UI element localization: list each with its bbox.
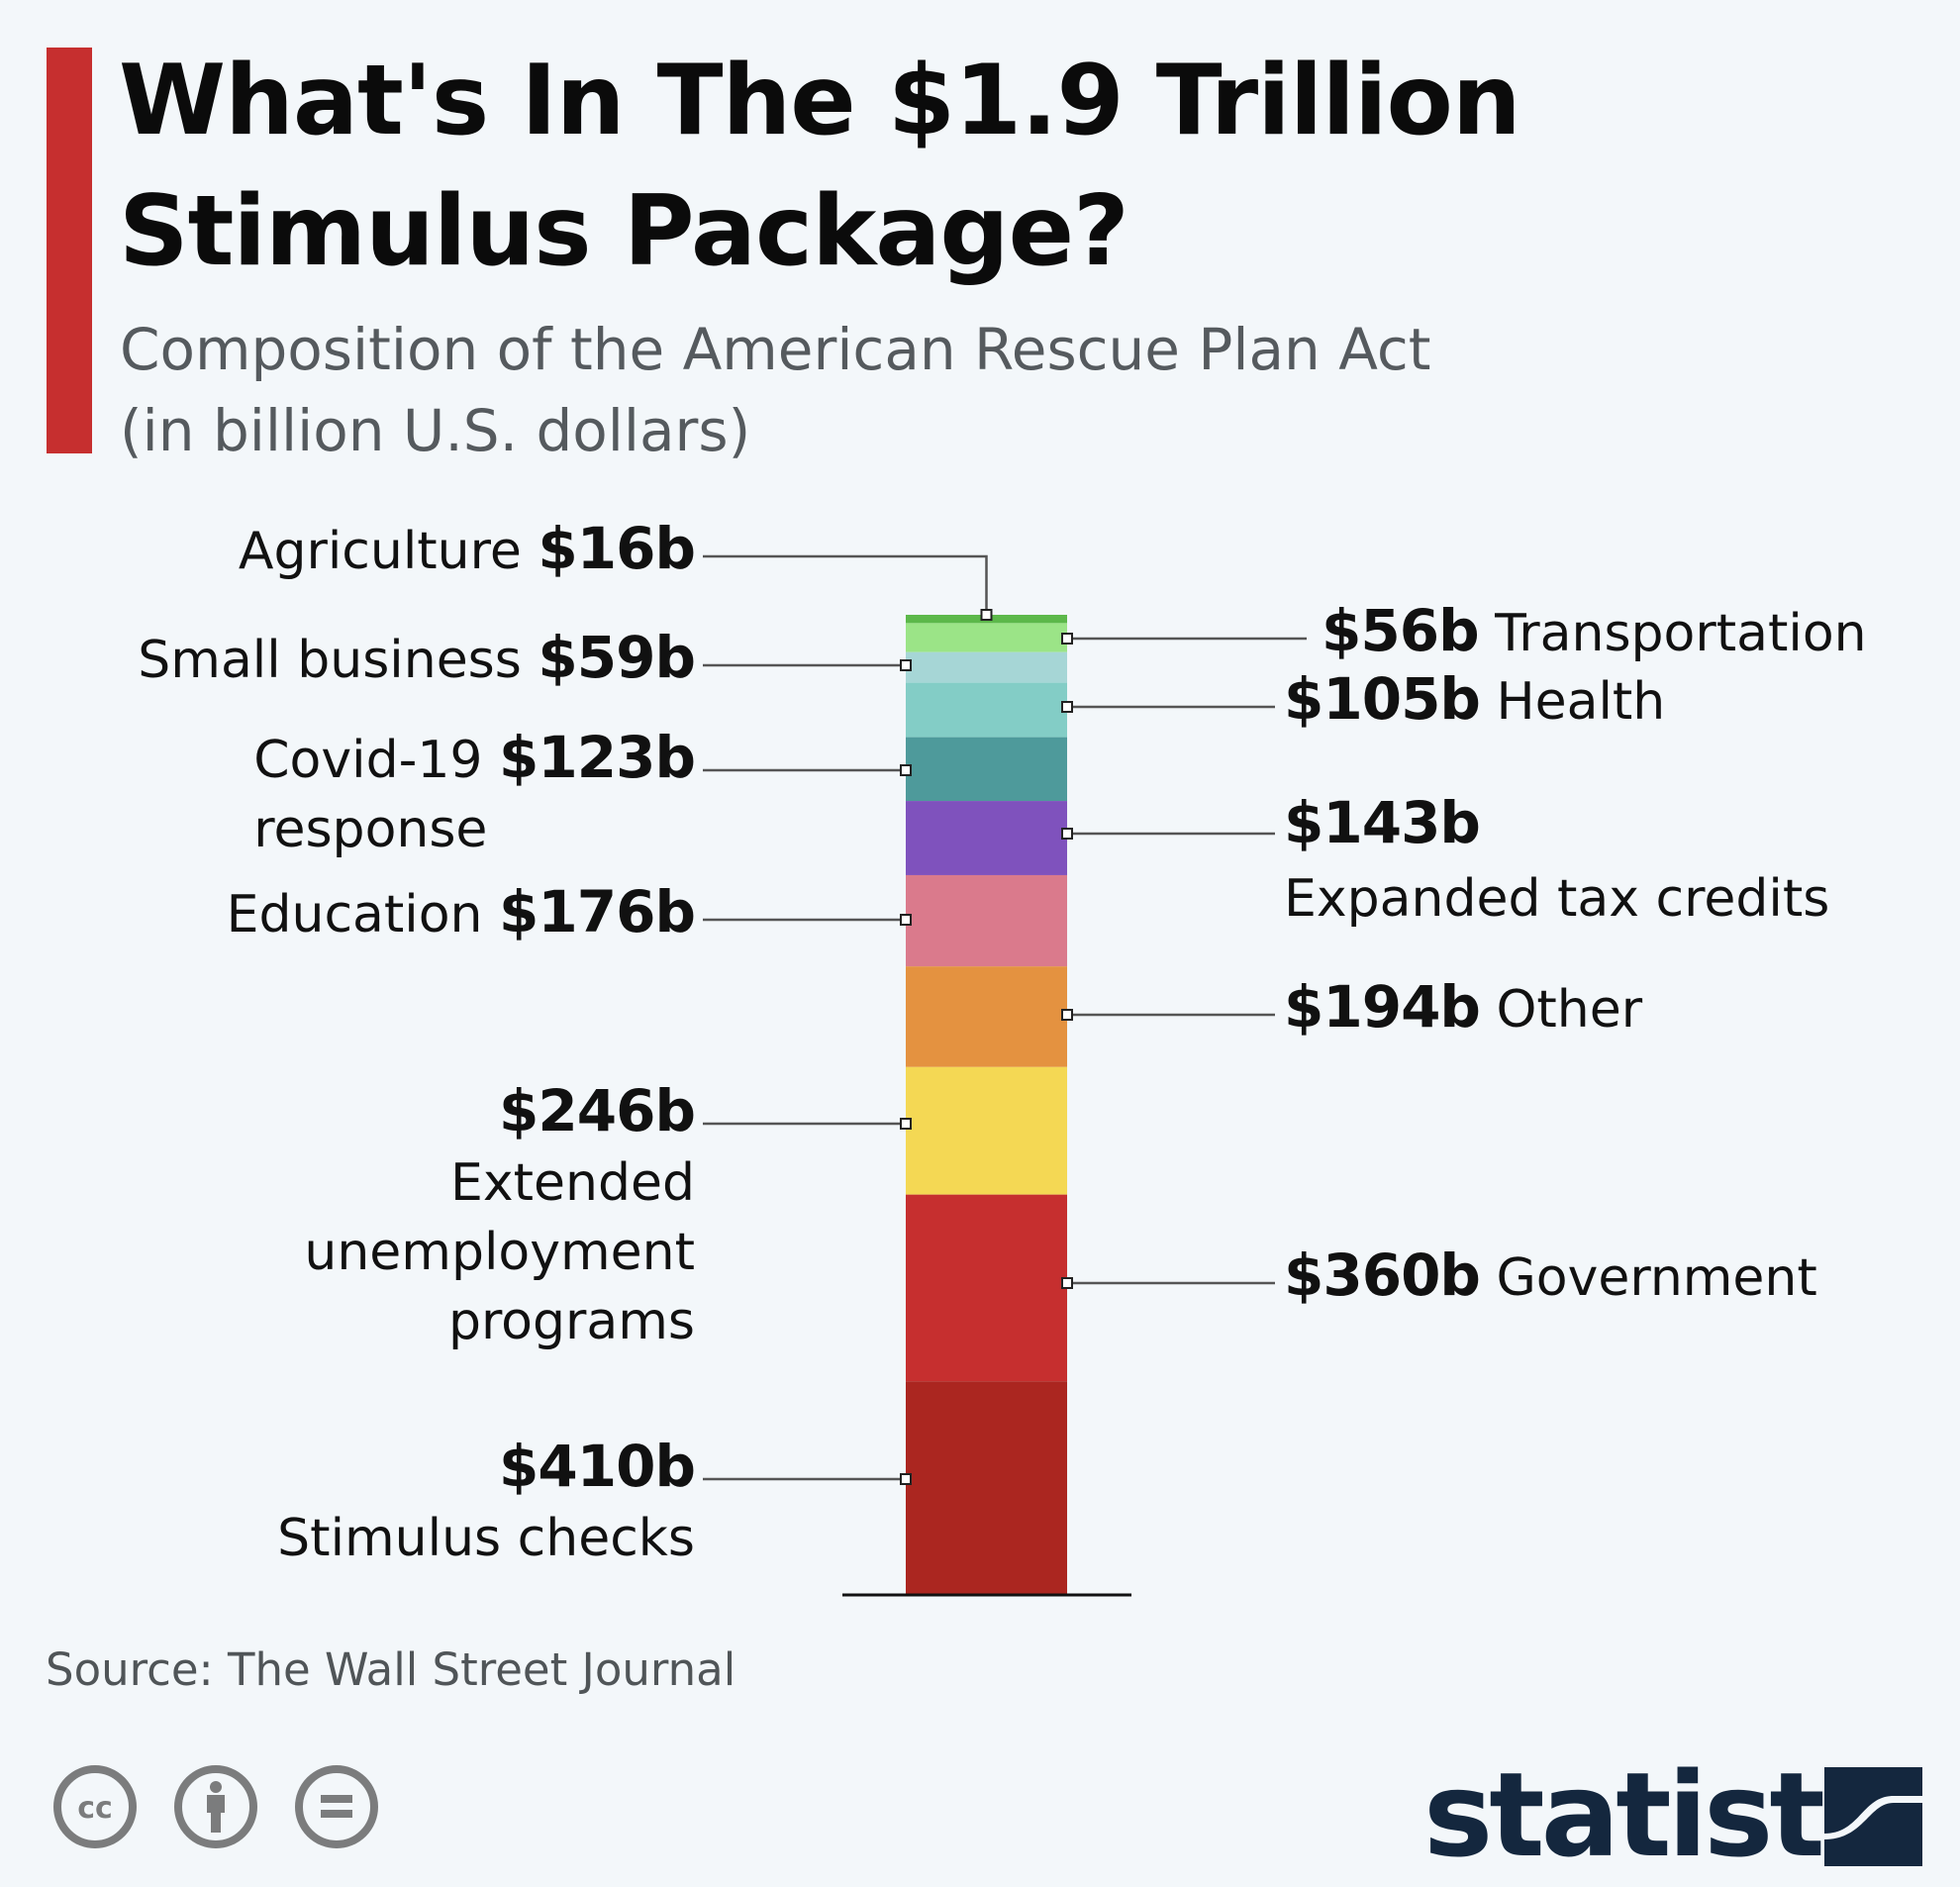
value-label: $246b (499, 1077, 696, 1144)
segment-label: Small business $59b (138, 624, 696, 691)
no-derivatives-icon (295, 1765, 378, 1848)
connector-marker (900, 764, 912, 776)
value-label: $105b (1284, 665, 1481, 733)
category-label: programs (447, 1292, 695, 1351)
value-label: $194b (1284, 973, 1481, 1041)
by-attribution-icon (174, 1765, 257, 1848)
connector-marker (980, 609, 993, 621)
connector-marker (1061, 828, 1073, 840)
bar-segment-small-business (906, 651, 1067, 683)
value-label: $410b (499, 1433, 696, 1500)
segment-label: $105b Health (1284, 665, 1665, 733)
bar-segment-government (906, 1194, 1067, 1382)
category-label: Government (1479, 1248, 1817, 1308)
category-label: Agriculture (238, 522, 539, 581)
svg-text:cc: cc (77, 1791, 113, 1826)
title-accent-bar (47, 48, 92, 453)
category-label: Education (226, 885, 500, 944)
cc-icon: cc (53, 1765, 137, 1848)
segment-label: $410b Stimulus checks (277, 1438, 696, 1579)
value-label: $123b (499, 724, 696, 791)
connector-marker (900, 659, 912, 671)
title-line-1: What's In The $1.9 Trillion (119, 45, 1521, 157)
segment-label: Covid-19 $123b response (253, 729, 696, 870)
segment-label: $360b Government (1284, 1241, 1817, 1309)
category-label: Transportation (1478, 604, 1867, 663)
bar-segment-health (906, 682, 1067, 738)
connector-line (703, 554, 988, 615)
connector-marker (900, 914, 912, 926)
title-line-2: Stimulus Package? (119, 175, 1129, 288)
segment-label: $246b Extended unemployment programs (304, 1082, 696, 1362)
connector-marker (1061, 1009, 1073, 1021)
statista-logo: statista (1423, 1756, 1900, 1873)
bar-segment-extended-unemployment-programs (906, 1066, 1067, 1195)
value-label: $176b (499, 878, 696, 945)
bar-segment-transportation (906, 623, 1067, 652)
bar-segment-covid-19-response (906, 737, 1067, 802)
segment-label: $143b Expanded tax credits (1284, 792, 1829, 942)
bar-segment-education (906, 874, 1067, 967)
category-label: Stimulus checks (277, 1509, 695, 1568)
chart-subtitle: Composition of the American Rescue Plan … (120, 309, 1431, 471)
value-label: $143b (1284, 789, 1481, 856)
subtitle-line-2: (in billion U.S. dollars) (120, 397, 751, 464)
value-label: $16b (538, 515, 696, 582)
segment-label: $56b Transportation (1322, 597, 1867, 664)
connector-marker (900, 1118, 912, 1130)
connector-marker (900, 1473, 912, 1485)
connector-marker (1061, 1277, 1073, 1289)
category-label: Small business (138, 631, 539, 690)
category-label: Covid-19 (253, 731, 500, 790)
connector-marker (1061, 701, 1073, 713)
page-title: What's In The $1.9 Trillion Stimulus Pac… (119, 36, 1901, 297)
connector-marker (1061, 633, 1073, 645)
statista-logo-icon (1824, 1767, 1922, 1866)
source-note: Source: The Wall Street Journal (46, 1643, 736, 1696)
value-label: $59b (538, 624, 696, 691)
category-label: Extended (450, 1153, 695, 1213)
bar-segment-expanded-tax-credits (906, 801, 1067, 875)
segment-label: Agriculture $16b (238, 515, 696, 582)
segment-label: Education $176b (226, 878, 696, 945)
statista-logo-text: statista (1423, 1746, 1900, 1883)
bar-segment-other (906, 966, 1067, 1067)
value-label: $360b (1284, 1241, 1481, 1309)
category-label: Expanded tax credits (1284, 869, 1830, 929)
value-label: $56b (1322, 597, 1480, 664)
category-label: response (253, 800, 488, 859)
subtitle-line-1: Composition of the American Rescue Plan … (120, 316, 1431, 383)
category-label: Other (1479, 980, 1643, 1040)
segment-label: $194b Other (1284, 973, 1642, 1041)
category-label: Health (1479, 672, 1666, 732)
bar-segment-stimulus-checks (906, 1381, 1067, 1594)
category-label: unemployment (304, 1223, 695, 1282)
